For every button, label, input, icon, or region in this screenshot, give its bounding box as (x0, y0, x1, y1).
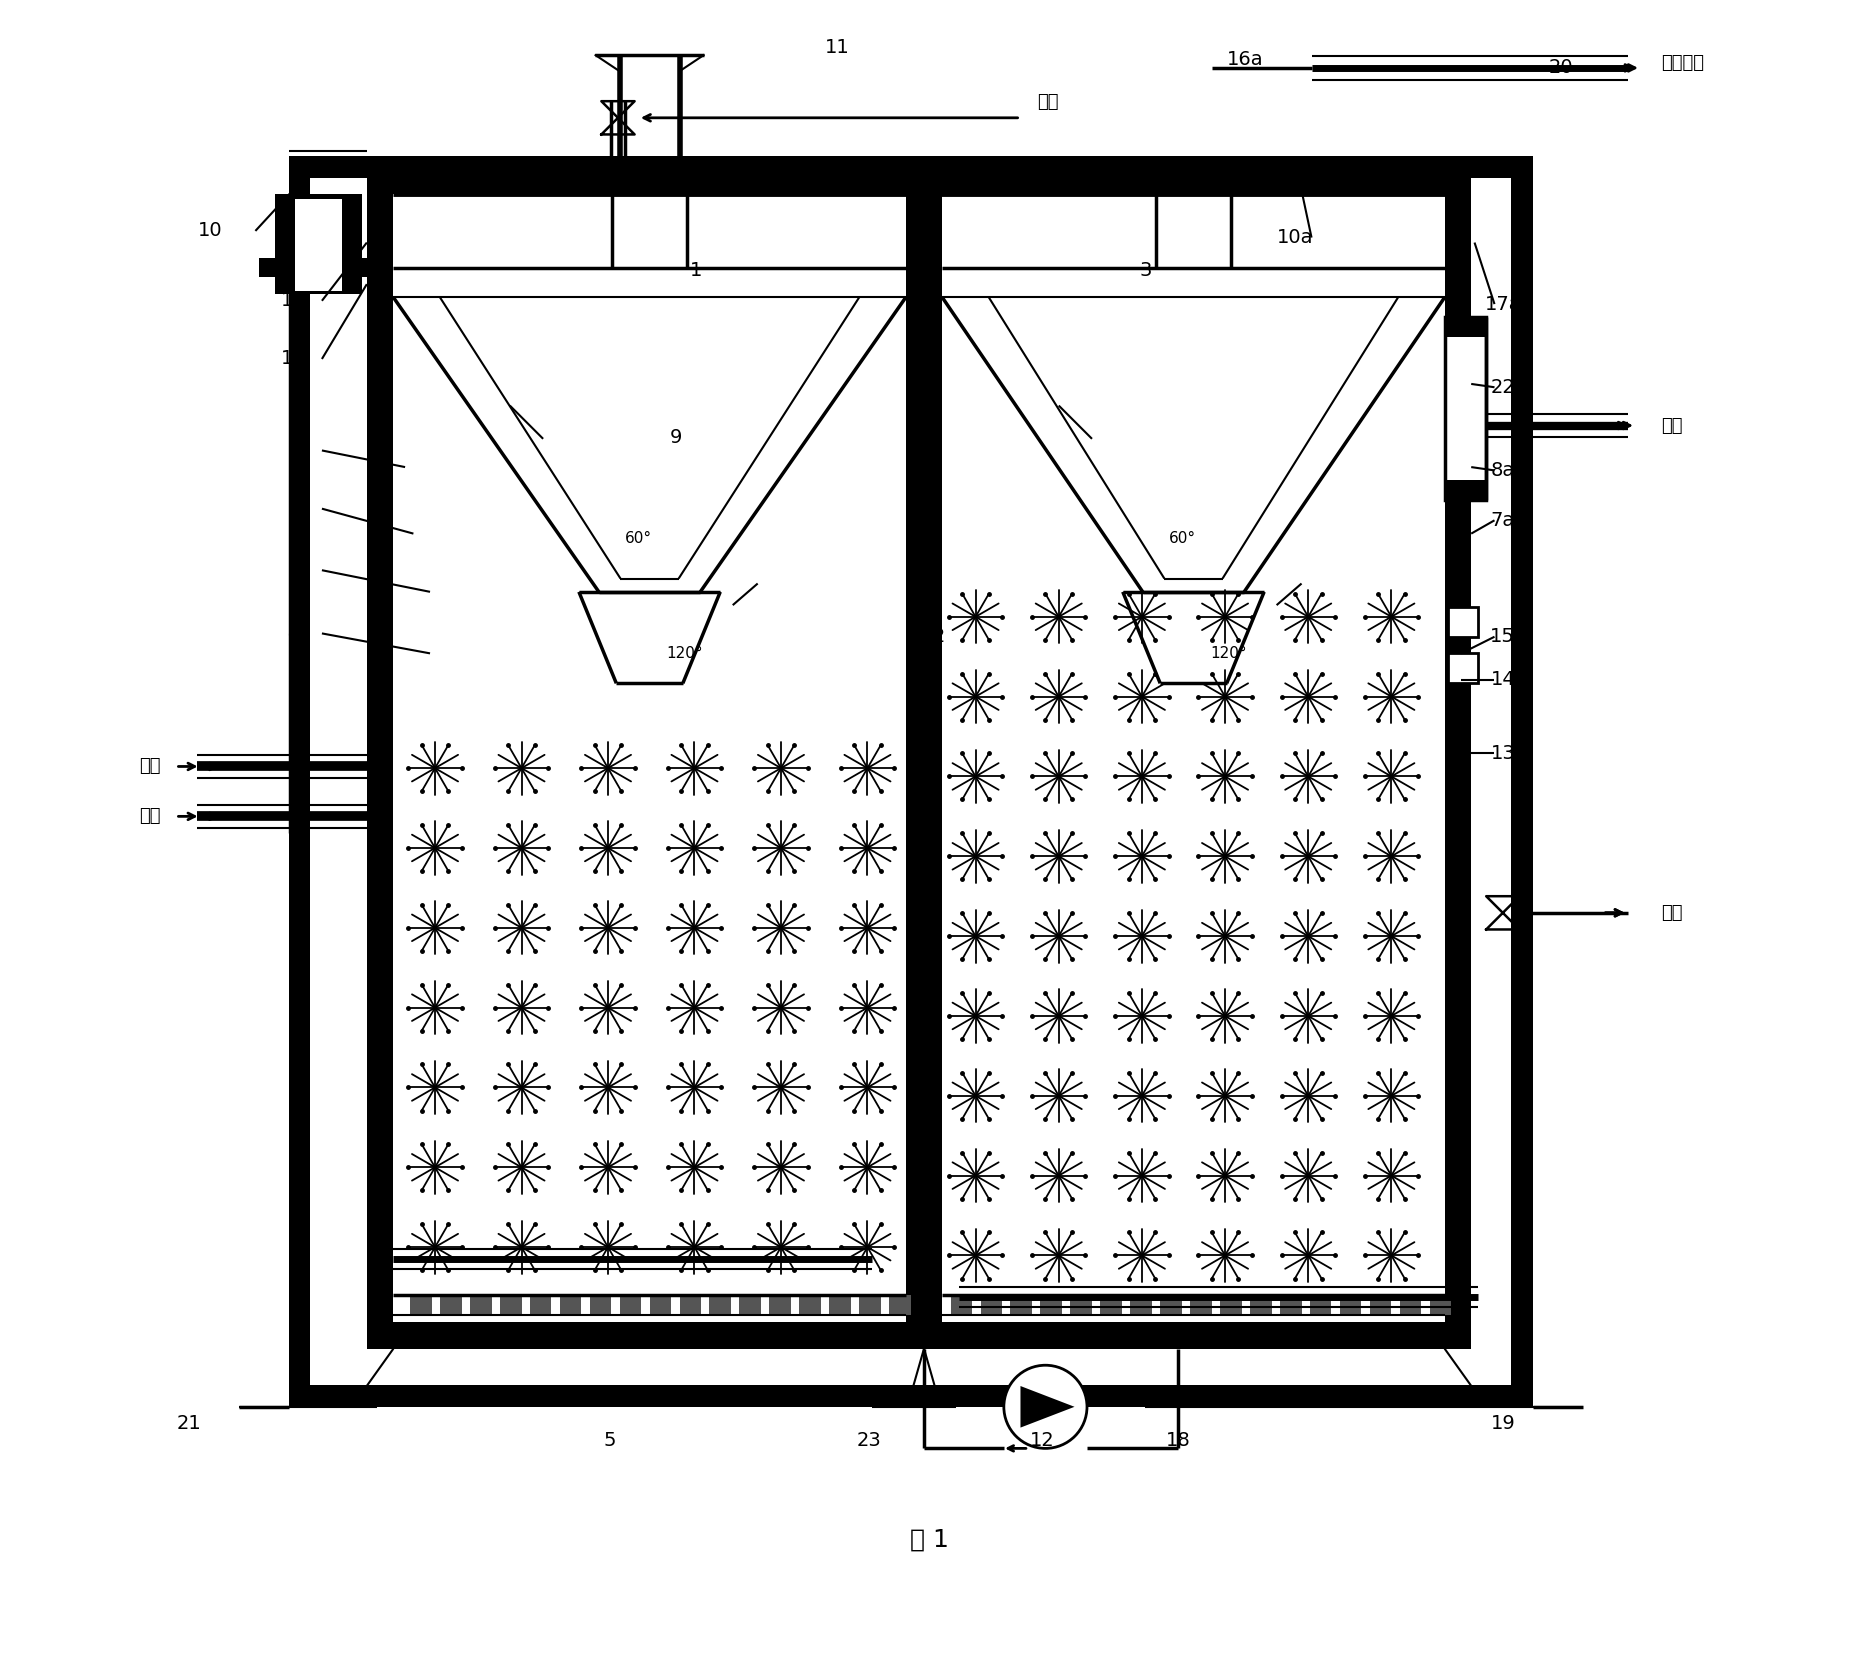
Text: 23: 23 (856, 1431, 880, 1449)
Bar (1445, 318, 1486, 500)
Bar (1220, 1296, 1240, 1316)
Text: 气体外排: 气体外排 (1660, 53, 1703, 72)
Text: 11: 11 (825, 38, 849, 57)
Bar (799, 1296, 821, 1316)
Bar (904, 168, 941, 1348)
Text: 图 1: 图 1 (910, 1528, 947, 1551)
Bar (500, 1296, 522, 1316)
Text: 2: 2 (932, 626, 945, 646)
Bar (980, 1296, 1001, 1316)
Bar (680, 1296, 700, 1316)
Text: 加热: 加热 (1660, 905, 1681, 921)
Text: 5: 5 (604, 1431, 615, 1449)
Text: 曝气: 曝气 (139, 808, 160, 825)
Text: 10: 10 (199, 222, 223, 240)
Text: 进水: 进水 (139, 758, 160, 775)
Bar (410, 1296, 431, 1316)
Text: 加药: 加药 (1036, 93, 1058, 112)
Text: 120°: 120° (667, 646, 702, 661)
Bar (890, 1296, 910, 1316)
Text: 15: 15 (1489, 626, 1515, 646)
Text: 20: 20 (1549, 58, 1573, 77)
Bar (1279, 1296, 1302, 1316)
Text: 9: 9 (670, 428, 682, 446)
Bar (288, 157, 1532, 178)
Text: 22: 22 (1489, 378, 1513, 397)
Bar (650, 1296, 670, 1316)
Text: 17: 17 (280, 350, 306, 368)
Text: 13: 13 (1489, 743, 1513, 763)
Bar (769, 1296, 791, 1316)
Bar (1369, 1296, 1391, 1316)
Text: 8a: 8a (1489, 461, 1513, 480)
Bar (366, 1323, 1471, 1348)
Bar (559, 1296, 581, 1316)
Bar (1040, 1296, 1062, 1316)
Bar (1428, 1296, 1450, 1316)
Text: 10a: 10a (1276, 228, 1313, 247)
Text: 出水: 出水 (1660, 416, 1681, 435)
Bar (951, 1296, 971, 1316)
Text: 16a: 16a (1226, 50, 1263, 68)
Bar (275, 195, 362, 295)
Bar (288, 1384, 1532, 1406)
Bar (1159, 1296, 1181, 1316)
Bar (589, 1296, 611, 1316)
Bar (1010, 1296, 1032, 1316)
Bar (1510, 157, 1532, 1406)
Bar (440, 1296, 461, 1316)
Text: 19: 19 (1489, 1414, 1513, 1433)
Text: 17a: 17a (1484, 295, 1521, 313)
Bar (1398, 1296, 1421, 1316)
Text: 60°: 60° (624, 531, 652, 546)
Bar (1445, 318, 1486, 337)
Bar (1129, 1296, 1151, 1316)
Text: 4: 4 (288, 623, 299, 643)
Bar (1190, 1296, 1211, 1316)
Text: 7a: 7a (1489, 511, 1513, 530)
Bar (366, 168, 394, 1348)
Bar (295, 200, 342, 292)
Bar (828, 1296, 851, 1316)
Text: 16: 16 (280, 292, 306, 310)
Text: 21: 21 (176, 1414, 201, 1433)
Bar (739, 1296, 761, 1316)
Bar (529, 1296, 552, 1316)
Bar (1070, 1296, 1092, 1316)
Text: 120°: 120° (1209, 646, 1246, 661)
Text: 8: 8 (288, 441, 299, 460)
Bar (618, 1296, 641, 1316)
Bar (470, 1296, 492, 1316)
Bar (1250, 1296, 1270, 1316)
Text: 3: 3 (1138, 262, 1151, 280)
Bar (1445, 168, 1471, 1348)
Bar (1447, 606, 1476, 636)
Bar (1099, 1296, 1122, 1316)
Bar (366, 168, 1471, 195)
Text: 7: 7 (288, 500, 299, 518)
Bar (1447, 653, 1476, 683)
Text: 1: 1 (689, 262, 702, 280)
Bar (1445, 480, 1486, 500)
Text: 60°: 60° (1168, 531, 1196, 546)
Text: 6: 6 (288, 561, 299, 580)
Bar (858, 1296, 880, 1316)
Text: 12: 12 (1029, 1431, 1055, 1449)
Text: 14: 14 (1489, 670, 1513, 690)
Bar (1309, 1296, 1331, 1316)
Polygon shape (1019, 1386, 1073, 1428)
Text: 18: 18 (1166, 1431, 1190, 1449)
Bar (1339, 1296, 1361, 1316)
Bar (366, 168, 1471, 1348)
Bar (709, 1296, 730, 1316)
Circle shape (1003, 1364, 1086, 1448)
Bar (288, 157, 310, 1406)
Bar (258, 258, 366, 278)
